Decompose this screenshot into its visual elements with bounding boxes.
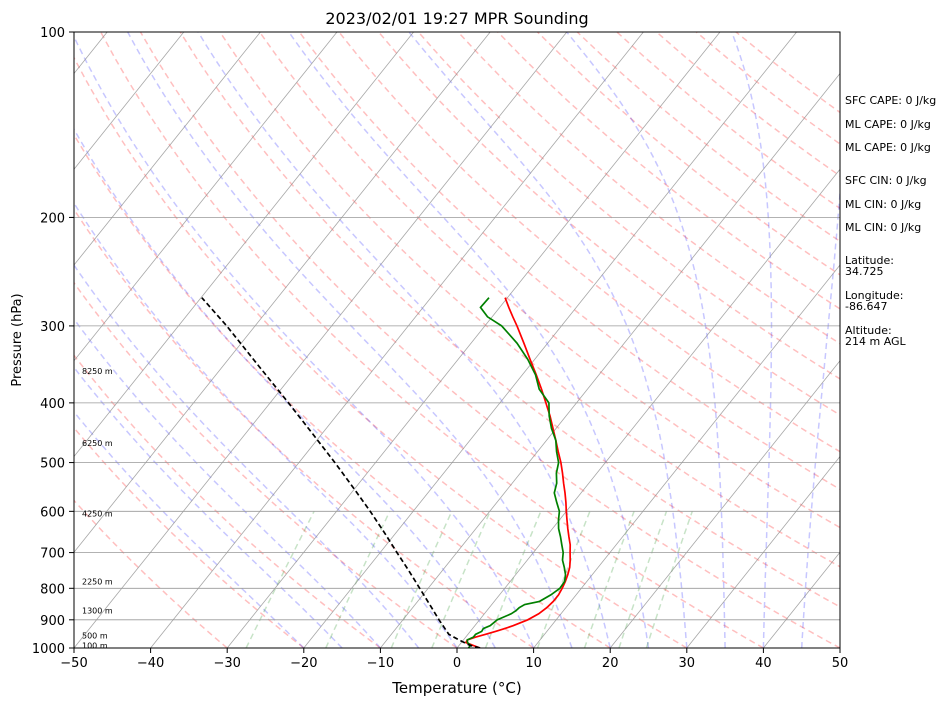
- isotherm-line: [74, 32, 185, 170]
- height-label: 6250 m: [82, 439, 113, 448]
- chart-title: 2023/02/01 19:27 MPR Sounding: [325, 9, 588, 28]
- isotherm-line: [686, 455, 840, 648]
- moist-adiabat-line: [408, 32, 688, 648]
- isotherm-line: [303, 32, 797, 648]
- y-tick-label: 600: [40, 505, 65, 520]
- height-label: 100 m: [82, 641, 108, 650]
- dry-adiabat-line: [74, 208, 535, 648]
- moist-adiabat-line: [127, 32, 573, 648]
- y-tick-label: 100: [40, 26, 65, 41]
- dry-adiabat-line: [74, 281, 458, 648]
- x-tick-label: −30: [213, 656, 240, 671]
- isotherm-line: [74, 32, 338, 362]
- altitude-label: Altitude:: [845, 324, 892, 337]
- dry-adiabat-line: [179, 32, 840, 608]
- moist-adiabat-line: [288, 32, 650, 648]
- y-tick-label: 700: [40, 547, 65, 562]
- y-tick-label: 500: [40, 457, 65, 472]
- temperature-profile-line: [464, 297, 572, 648]
- mixing-ratio-line: [245, 510, 315, 648]
- mixing-ratio-line: [325, 510, 391, 648]
- moist-adiabat-line: [74, 35, 535, 648]
- altitude-value: 214 m AGL: [845, 335, 906, 348]
- dry-adiabat-line: [74, 354, 381, 648]
- moist-adiabat-line: [74, 263, 420, 648]
- moist-adiabat-line: [74, 410, 305, 648]
- latitude-label: Latitude:: [845, 254, 894, 267]
- x-tick-label: −20: [290, 656, 317, 671]
- moist-adiabat-line: [74, 201, 458, 648]
- axes: −50 −40 −30 −20 −10 0 10 20 30 40 50 1000 900 800 700 6…: [32, 26, 848, 671]
- x-tick-label: 40: [755, 656, 772, 671]
- moist-adiabat-line: [74, 127, 496, 648]
- longitude-value: -86.647: [845, 300, 888, 313]
- y-tick-label: 900: [40, 614, 65, 629]
- isotherm-line: [74, 32, 261, 266]
- moist-adiabat-line: [800, 183, 840, 648]
- parcel-path-line: [201, 297, 481, 648]
- isotherm-line: [74, 32, 491, 553]
- x-tick-label: 20: [602, 656, 619, 671]
- isotherm-line: [456, 168, 840, 648]
- dry-adiabat-line: [74, 56, 688, 648]
- sfc-cin-text: SFC CIN: 0 J/kg: [845, 174, 927, 187]
- x-tick-label: 0: [453, 656, 461, 671]
- dry-adiabat-line: [457, 32, 840, 345]
- ml-cin-text: ML CIN: 0 J/kg: [845, 198, 922, 211]
- sfc-cape-text: SFC CAPE: 0 J/kg: [845, 94, 937, 107]
- latitude-value: 34.725: [845, 265, 884, 278]
- dry-adiabat-line: [74, 499, 228, 648]
- dry-adiabat-line: [258, 32, 840, 529]
- height-label: 2250 m: [82, 578, 113, 587]
- height-label: 500 m: [82, 632, 108, 641]
- dewpoint-profile-line: [466, 297, 567, 648]
- dry-adiabat-line: [74, 133, 611, 648]
- isotherm-line: [150, 32, 644, 648]
- moist-adiabat-line: [566, 32, 726, 648]
- height-label: 8250 m: [82, 367, 113, 376]
- x-tick-label: 30: [679, 656, 696, 671]
- dry-adiabat-line: [417, 32, 840, 380]
- isotherm-line: [74, 32, 414, 458]
- dry-adiabat-line: [100, 32, 764, 648]
- ml-cape-text-2: ML CAPE: 0 J/kg: [845, 141, 931, 154]
- y-tick-label: 1000: [32, 642, 65, 657]
- ml-cape-text: ML CAPE: 0 J/kg: [845, 118, 931, 131]
- isotherm-line: [533, 264, 840, 648]
- dry-adiabat-line: [378, 32, 840, 416]
- moist-adiabat-line: [730, 32, 773, 648]
- longitude-label: Longitude:: [845, 289, 904, 302]
- y-tick-label: 200: [40, 211, 65, 226]
- x-tick-label: 10: [525, 656, 542, 671]
- x-tick-label: −40: [137, 656, 164, 671]
- height-label: 1300 m: [82, 607, 113, 616]
- x-tick-label: 50: [832, 656, 849, 671]
- moist-adiabat-line: [197, 32, 611, 648]
- moist-adiabat-line: [74, 366, 343, 648]
- height-label: 4250 m: [82, 510, 113, 519]
- x-tick-label: −10: [367, 656, 394, 671]
- dry-adiabat-line: [139, 32, 840, 648]
- ml-cin-text-2: ML CIN: 0 J/kg: [845, 221, 922, 234]
- isotherm-line: [74, 32, 568, 648]
- moist-adiabat-line: [74, 317, 381, 648]
- x-axis-label: Temperature (°C): [391, 679, 521, 697]
- x-tick-label: −50: [60, 656, 87, 671]
- isotherm-line: [226, 32, 721, 648]
- dry-adiabat-line: [219, 32, 840, 568]
- mixing-ratio-line: [484, 511, 542, 648]
- y-tick-label: 300: [40, 320, 65, 335]
- y-tick-label: 400: [40, 397, 65, 412]
- isotherm-line: [609, 360, 840, 648]
- y-axis-label: Pressure (hPa): [10, 293, 25, 386]
- y-tick-label: 800: [40, 582, 65, 597]
- isotherm-line: [380, 72, 840, 648]
